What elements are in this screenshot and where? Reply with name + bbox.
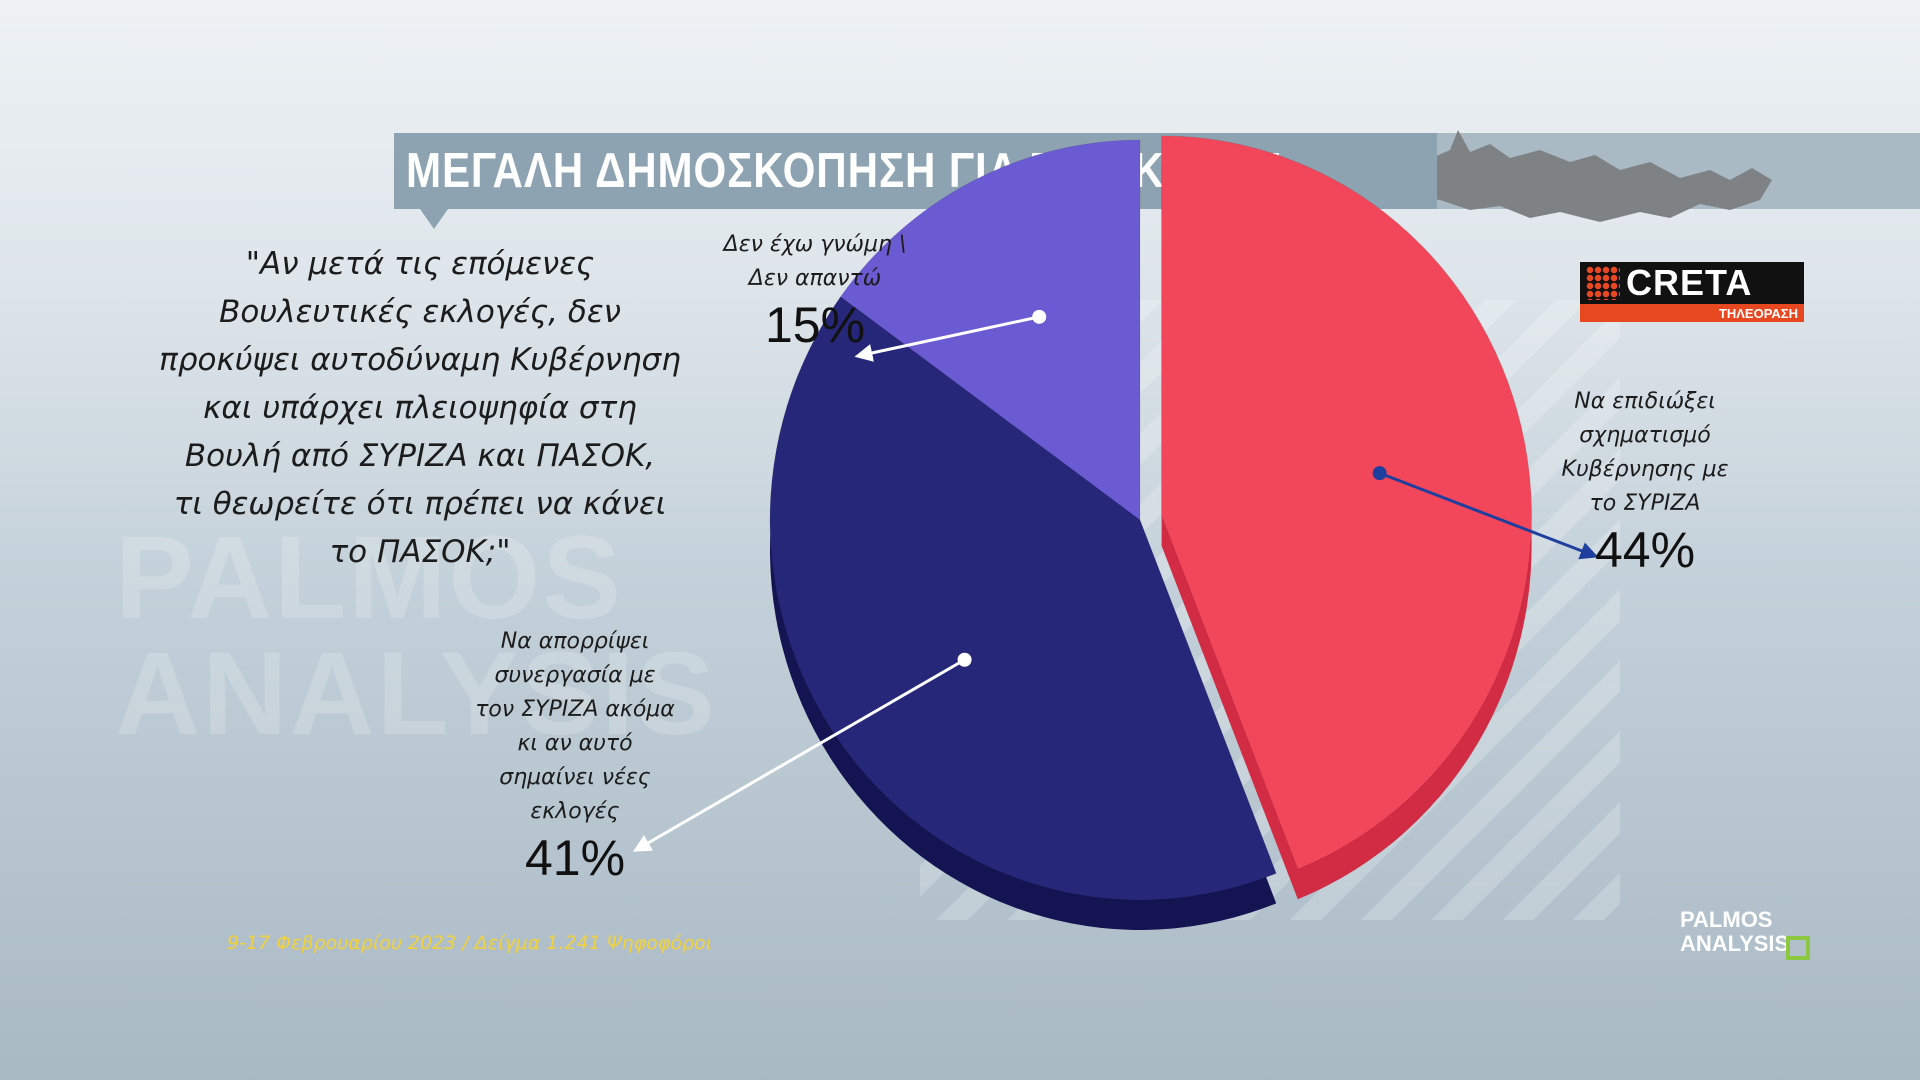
question-line: το ΠΑΣΟΚ;" — [329, 534, 511, 570]
palmos-analysis-logo: PALMOS ANALYSIS — [1680, 908, 1789, 956]
logo-main-text: CRETA — [1626, 262, 1753, 303]
logo-top: CRETA — [1580, 262, 1804, 304]
survey-footnote: 9-17 Φεβρουαρίου 2023 / Δείγμα 1.241 Ψηφ… — [227, 932, 713, 954]
slice-leader-arrow-1 — [632, 658, 966, 852]
question-line: και υπάρχει πλειοψηφία στη — [203, 390, 637, 426]
slice-label-line: Να επιδιώξει — [1574, 389, 1716, 414]
brand-line-2: ANALYSIS — [1680, 931, 1790, 956]
slice-label-line: σημαίνει νέες — [499, 765, 651, 790]
slice-label-line: τον ΣΥΡΙΖΑ ακόμα — [475, 697, 675, 722]
slice-leader-arrow-2 — [854, 315, 1040, 362]
question-line: "Αν μετά τις επόμενες — [245, 246, 595, 282]
brand-line-1: PALMOS — [1680, 907, 1773, 932]
slice-label-line: συνεργασία με — [494, 663, 656, 688]
slice-label-line: Δεν απαντώ — [748, 266, 882, 291]
question-line: προκύψει αυτοδύναμη Κυβέρνηση — [159, 342, 681, 378]
slice-label-line: Να απορρίψει — [500, 629, 650, 654]
slice-leader-dot-1 — [957, 652, 972, 667]
slice-leader-arrow-0 — [1379, 471, 1599, 560]
pie-slice-0 — [1161, 135, 1533, 870]
pie-slice-2 — [839, 139, 1141, 521]
watermark-line-2: ANALYSIS — [115, 628, 717, 760]
slice-label-line: σχηματισμό — [1579, 423, 1711, 448]
slice-label-line: εκλογές — [530, 799, 620, 824]
slice-label-line: το ΣΥΡΙΖΑ — [1589, 491, 1701, 516]
slice-percent: 15% — [764, 297, 866, 353]
slice-label-line: Κυβέρνησης με — [1561, 457, 1729, 482]
slice-label-form-government: Να επιδιώξει σχηματισμό Κυβέρνησης με το… — [1510, 385, 1780, 579]
logo-dots-icon — [1586, 266, 1620, 300]
title-pointer — [420, 209, 448, 229]
slice-percent: 41% — [524, 830, 626, 886]
watermark-line-1: PALMOS — [115, 512, 624, 644]
survey-question: "Αν μετά τις επόμενες Βουλευτικές εκλογέ… — [100, 240, 740, 576]
brand-box-icon — [1786, 936, 1810, 960]
slice-percent: 44% — [1594, 522, 1696, 578]
creta-logo: CRETA ΤΗΛΕΟΡΑΣΗ — [1580, 262, 1804, 322]
crete-map-icon — [1388, 130, 1772, 222]
logo-sub-text: ΤΗΛΕΟΡΑΣΗ — [1718, 306, 1798, 321]
slice-label-line: κι αν αυτό — [517, 731, 633, 756]
background-watermark: PALMOS ANALYSIS — [115, 512, 717, 760]
slice-label-reject-cooperation: Να απορρίψει συνεργασία με τον ΣΥΡΙΖΑ ακ… — [440, 625, 710, 887]
slice-leader-dot-2 — [1032, 309, 1047, 324]
slice-label-line: Δεν έχω γνώμη \ — [723, 232, 907, 257]
question-line: τι θεωρείτε ότι πρέπει να κάνει — [173, 486, 667, 522]
question-line: Βουλή από ΣΥΡΙΖΑ και ΠΑΣΟΚ, — [184, 438, 656, 474]
question-line: Βουλευτικές εκλογές, δεν — [219, 294, 621, 330]
slice-label-no-opinion: Δεν έχω γνώμη \ Δεν απαντώ 15% — [680, 228, 950, 354]
pie-slice-1 — [769, 295, 1277, 901]
slice-leader-dot-0 — [1372, 466, 1387, 481]
